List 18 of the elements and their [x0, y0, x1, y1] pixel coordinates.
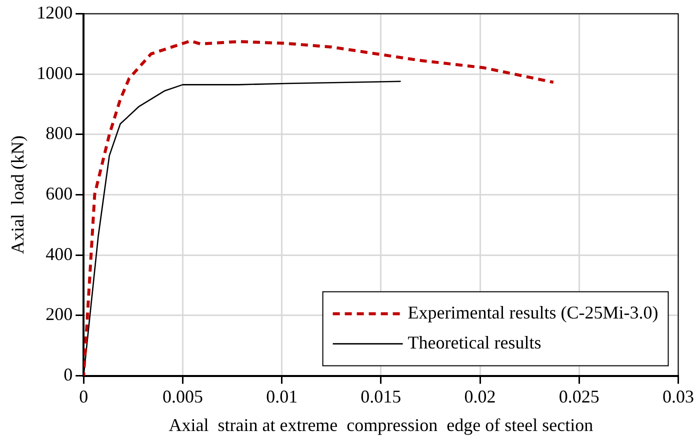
x-tick-label: 0.005	[162, 386, 203, 406]
x-tick-label: 0.025	[558, 386, 600, 406]
legend-label: Theoretical results	[408, 332, 542, 353]
y-tick-label: 400	[46, 244, 73, 264]
y-tick-label: 800	[46, 123, 73, 144]
x-tick-label: 0.01	[266, 386, 298, 406]
x-tick-label: 0.015	[360, 386, 402, 406]
y-tick-label: 0	[64, 364, 73, 385]
y-tick-label: 200	[46, 304, 73, 324]
x-tick-label: 0.03	[662, 386, 694, 406]
y-tick-label: 1000	[36, 62, 73, 83]
y-axis-title: Axial load (kN)	[8, 136, 28, 254]
legend-label: Experimental results (C-25Mi-3.0)	[408, 302, 658, 323]
x-axis-title: Axial strain at extreme compression edge of steel section	[168, 414, 594, 435]
x-tick-label: 0	[79, 386, 88, 406]
y-tick-label: 1200	[36, 2, 73, 23]
y-tick-label: 600	[46, 184, 73, 204]
x-tick-label: 0.02	[464, 386, 496, 406]
